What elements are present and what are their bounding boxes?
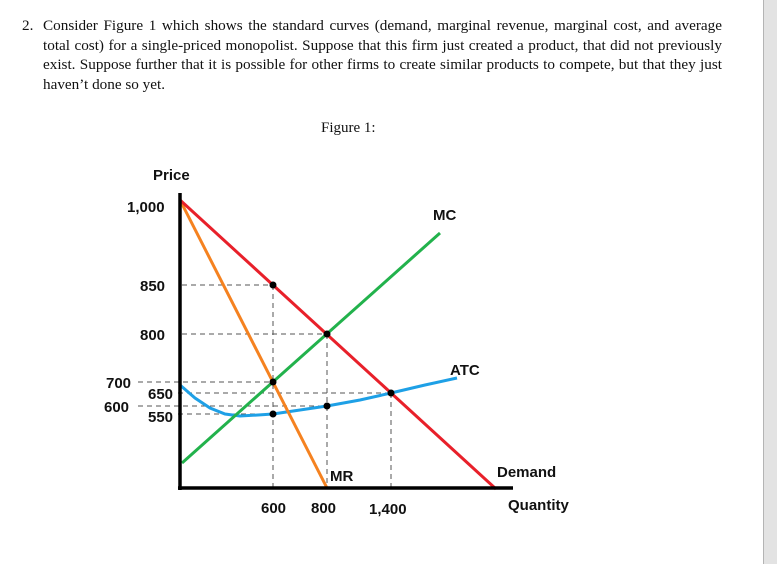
- x-tick-800: 800: [311, 500, 336, 517]
- marked-points: [269, 281, 395, 418]
- mr-label: MR: [330, 468, 353, 485]
- mr-curve: [178, 199, 329, 489]
- mc-curve: [181, 231, 441, 465]
- x-tick-600: 600: [261, 500, 286, 517]
- figure-title: Figure 1:: [321, 120, 376, 136]
- dashed-guides: [138, 284, 392, 488]
- demand-label: Demand: [497, 464, 556, 481]
- y-tick-850: 850: [140, 278, 165, 295]
- question-text: Consider Figure 1 which shows the standa…: [43, 17, 722, 93]
- question-block: 2. Consider Figure 1 which shows the sta…: [22, 16, 722, 94]
- atc-curve: [179, 376, 458, 418]
- mc-label: MC: [433, 207, 456, 224]
- atc-label: ATC: [450, 362, 480, 379]
- question-number: 2.: [22, 17, 34, 34]
- y-tick-650: 650: [148, 386, 173, 403]
- y-tick-1000: 1,000: [127, 199, 165, 216]
- y-tick-800: 800: [140, 327, 165, 344]
- y-tick-700: 700: [106, 375, 131, 392]
- y-tick-550: 550: [148, 409, 173, 426]
- x-tick-1400: 1,400: [369, 501, 407, 518]
- price-axis-label: Price: [153, 167, 190, 184]
- y-tick-600: 600: [104, 399, 129, 416]
- demand-curve: [178, 198, 498, 491]
- quantity-axis-label: Quantity: [508, 497, 569, 514]
- scrollbar-track[interactable]: [763, 0, 777, 564]
